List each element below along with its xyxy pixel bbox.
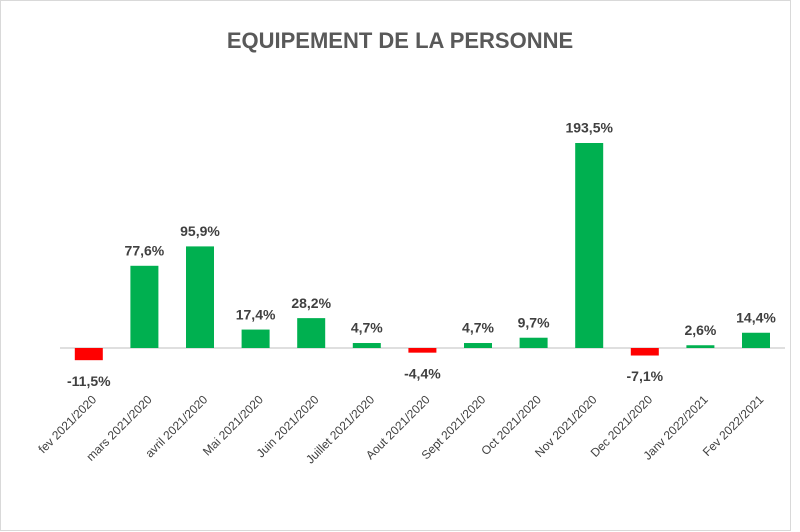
bar <box>130 265 159 348</box>
bar <box>575 143 604 348</box>
bar <box>352 343 381 348</box>
bar <box>464 343 492 348</box>
data-label: 14,4% <box>736 309 776 325</box>
bar <box>742 332 770 348</box>
data-label: 2,6% <box>684 322 716 338</box>
data-label: 17,4% <box>236 306 276 322</box>
data-label: 9,7% <box>518 314 550 330</box>
data-label: 4,7% <box>462 320 494 336</box>
data-label: -11,5% <box>67 373 111 389</box>
data-label: -4,4% <box>404 365 441 381</box>
data-label: 95,9% <box>180 223 220 239</box>
data-label: 4,7% <box>351 320 383 336</box>
bar <box>186 246 214 348</box>
data-label: 193,5% <box>565 120 613 136</box>
bar <box>408 348 437 353</box>
bar <box>241 329 270 348</box>
bar <box>686 345 715 348</box>
chart-title: EQUIPEMENT DE LA PERSONNE <box>227 28 573 53</box>
bar <box>519 337 548 348</box>
data-label: 77,6% <box>125 242 165 258</box>
bar <box>297 318 326 348</box>
data-label: -7,1% <box>627 368 664 384</box>
bar <box>74 348 103 361</box>
bar <box>630 348 659 356</box>
data-label: 28,2% <box>291 295 331 311</box>
